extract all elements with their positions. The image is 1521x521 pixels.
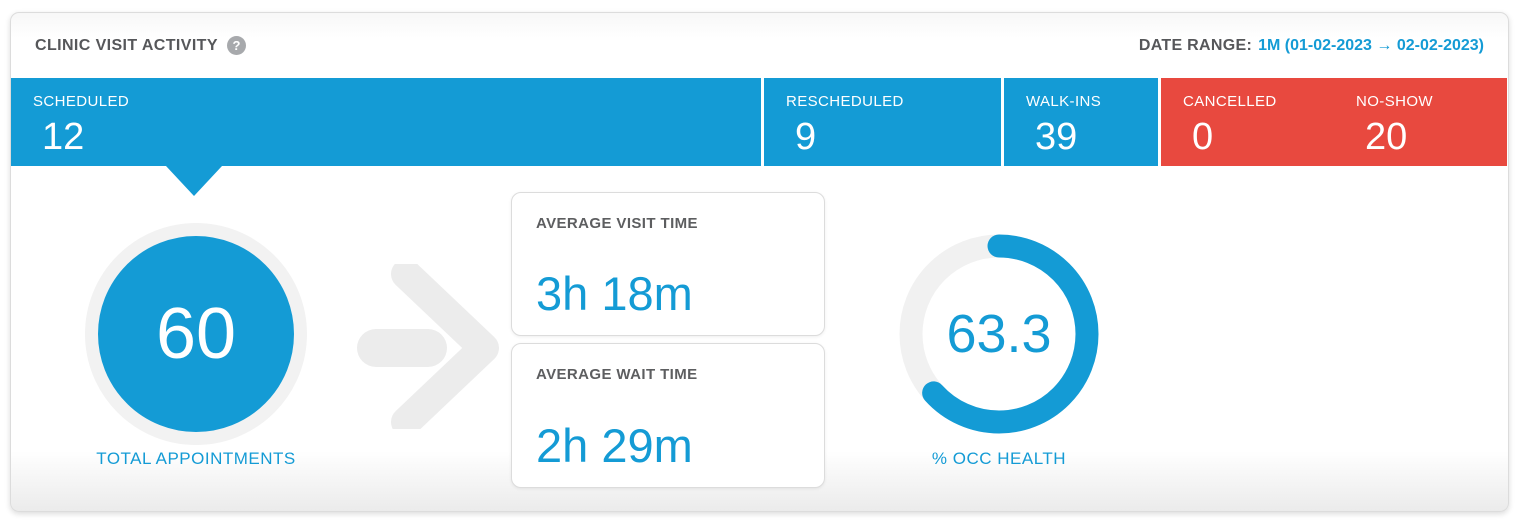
date-range-label: DATE RANGE: xyxy=(1138,36,1253,54)
metric-card-title: AVERAGE VISIT TIME xyxy=(536,215,698,232)
metric-card-title: AVERAGE WAIT TIME xyxy=(536,366,698,383)
panel-title: CLINIC VISIT ACTIVITY xyxy=(35,36,218,54)
total-appointments-value: 60 xyxy=(155,294,237,374)
stat-segment-rescheduled[interactable]: RESCHEDULED 9 xyxy=(764,78,1001,166)
selected-segment-pointer-icon xyxy=(166,166,222,196)
widget-content: 60 TOTAL APPOINTMENTS AVERAGE VISIT TIME… xyxy=(11,166,1508,513)
stat-segment-cancel-noshow: CANCELLED 0 NO-SHOW 20 xyxy=(1161,78,1507,166)
metric-card-value: 3h 18m xyxy=(536,267,693,320)
stat-label: NO-SHOW xyxy=(1356,93,1433,110)
help-icon[interactable]: ? xyxy=(226,36,246,55)
date-range-control[interactable]: DATE RANGE: 1M (01-02-2023 → 02-02-2023) xyxy=(1139,37,1484,55)
gauge-arc xyxy=(899,234,1099,434)
stat-segment-walkins[interactable]: WALK-INS 39 xyxy=(1004,78,1158,166)
average-wait-time-card: AVERAGE WAIT TIME 2h 29m xyxy=(511,343,825,488)
gauge-value-box: 63.3 xyxy=(899,234,1099,434)
stat-label: RESCHEDULED xyxy=(786,93,904,110)
clinic-visit-activity-panel: CLINIC VISIT ACTIVITY ? DATE RANGE: 1M (0… xyxy=(10,12,1509,512)
stat-label: WALK-INS xyxy=(1026,93,1102,110)
widget-header: CLINIC VISIT ACTIVITY ? DATE RANGE: 1M (0… xyxy=(11,13,1508,78)
stat-bar: SCHEDULED 12 RESCHEDULED 9 WALK-INS 39 C… xyxy=(11,78,1508,166)
title-wrap: CLINIC VISIT ACTIVITY ? xyxy=(35,36,246,55)
stat-label: CANCELLED xyxy=(1183,93,1277,110)
gauge-label: % OCC HEALTH xyxy=(931,449,1067,468)
metric-card-value: 2h 29m xyxy=(536,419,693,472)
stat-value: 0 xyxy=(1192,116,1214,158)
stat-segment-scheduled[interactable]: SCHEDULED 12 xyxy=(11,78,761,166)
stat-value: 20 xyxy=(1365,116,1408,158)
occ-health-gauge xyxy=(899,234,1099,434)
average-visit-time-card: AVERAGE VISIT TIME 3h 18m xyxy=(511,192,825,336)
gauge-value: 63.3 xyxy=(946,304,1052,364)
stat-value: 9 xyxy=(795,116,817,158)
total-appointments-label: TOTAL APPOINTMENTS xyxy=(96,449,296,468)
stat-label: SCHEDULED xyxy=(33,93,130,110)
date-range-value: 1M (01-02-2023 → 02-02-2023) xyxy=(1258,36,1484,54)
arrow-right-icon xyxy=(357,264,499,429)
stat-value: 12 xyxy=(42,116,85,158)
stat-segment-cancelled[interactable]: CANCELLED 0 xyxy=(1161,78,1334,166)
stat-segment-noshow[interactable]: NO-SHOW 20 xyxy=(1334,78,1507,166)
total-appointments-circle: 60 xyxy=(85,223,307,445)
stat-value: 39 xyxy=(1035,116,1078,158)
